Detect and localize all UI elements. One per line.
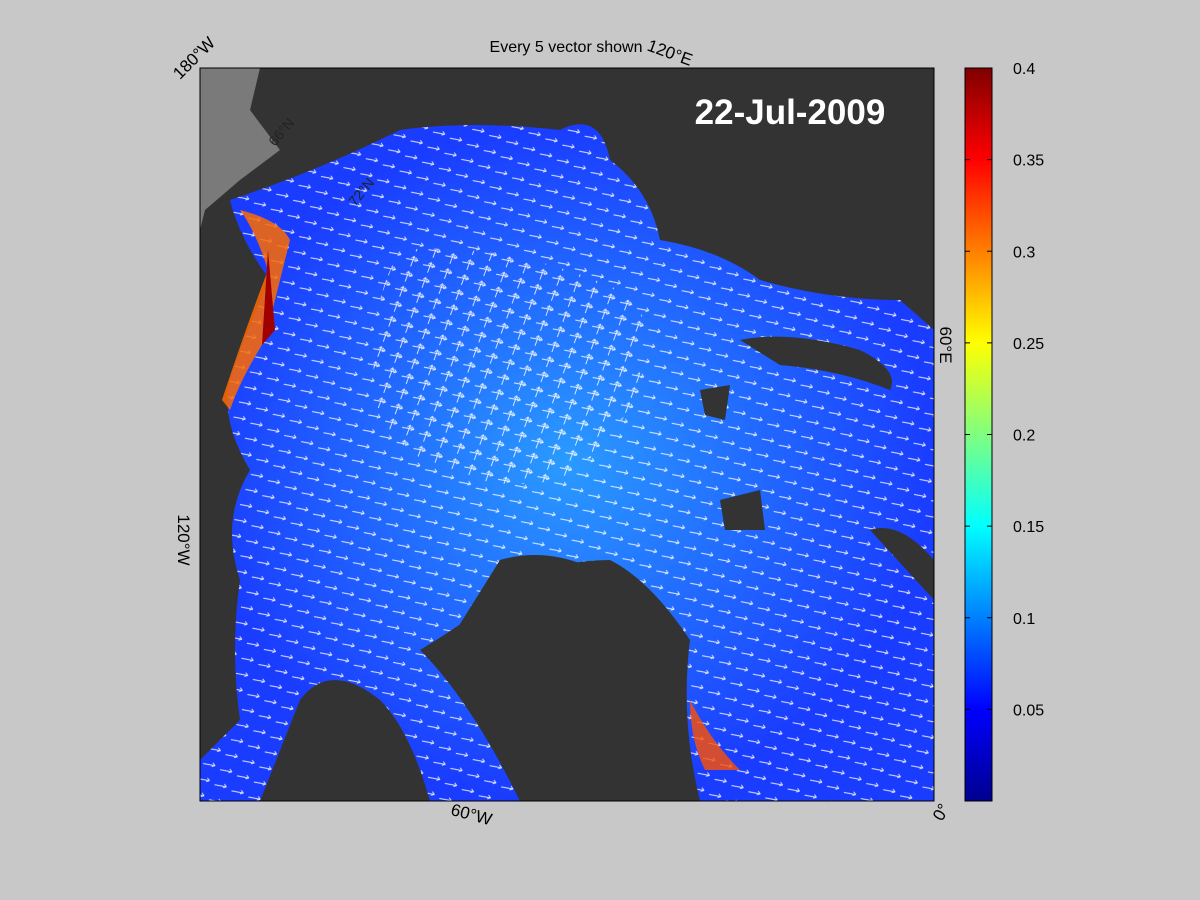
colorbar-tick-label: 0.4 — [1013, 61, 1035, 78]
date-label: 22-Jul-2009 — [695, 93, 886, 132]
colorbar-tick-label: 0.35 — [1013, 153, 1044, 170]
longitude-label: 60°E — [936, 326, 955, 363]
colorbar-ticks: 0.05 0.1 0.15 0.2 0.25 0.3 0.35 0.4 — [965, 61, 1044, 719]
title: Every 5 vector shown — [490, 39, 643, 56]
colorbar-tick-label: 0.2 — [1013, 428, 1035, 445]
colorbar-tick-label: 0.25 — [1013, 336, 1044, 353]
map-frame — [199, 67, 935, 802]
colorbar-tick-label: 0.05 — [1013, 702, 1044, 719]
longitude-label: 0° — [929, 800, 954, 824]
colorbar-tick-label: 0.15 — [1013, 519, 1044, 536]
longitude-label: 120°W — [174, 514, 193, 565]
longitude-label: 60°W — [449, 800, 494, 829]
longitude-label: 120°E — [645, 36, 695, 70]
colorbar-tick-label: 0.3 — [1013, 244, 1035, 261]
map — [200, 68, 934, 801]
colorbar-tick-label: 0.1 — [1013, 611, 1035, 628]
